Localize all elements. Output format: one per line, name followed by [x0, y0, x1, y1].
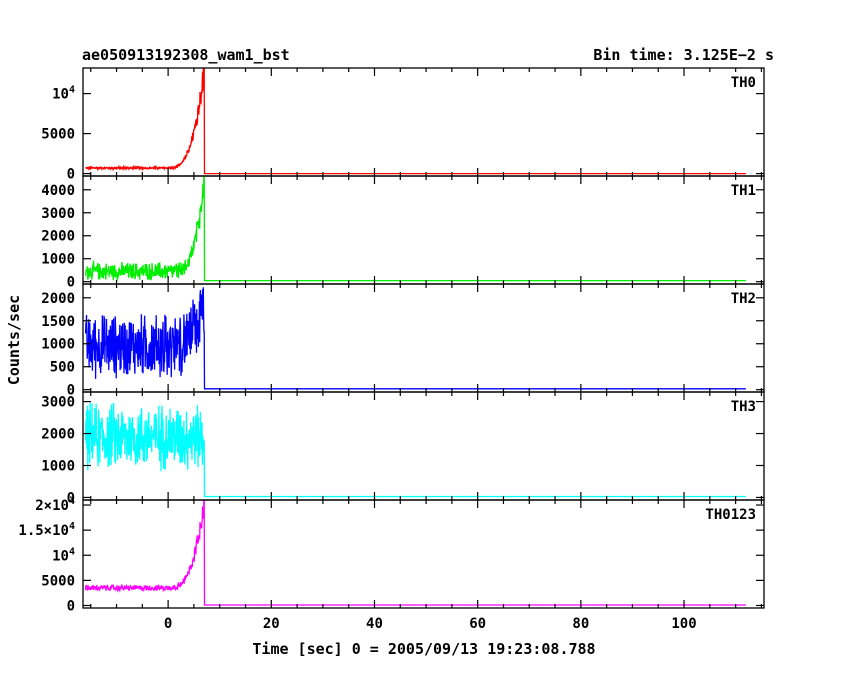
y-tick-label-th1: 2000 [41, 229, 75, 245]
y-axis-label: Counts/sec [5, 295, 23, 385]
y-tick-label-th2: 1500 [41, 314, 75, 330]
y-tick-label-th3: 3000 [41, 395, 75, 411]
x-tick-label: 20 [263, 616, 280, 632]
x-tick-label: 60 [469, 616, 486, 632]
y-tick-label-th0123: 0 [67, 598, 75, 614]
y-tick-label-th2: 500 [50, 360, 75, 376]
y-tick-label-th2: 2000 [41, 291, 75, 307]
y-tick-label-th0: 5000 [41, 127, 75, 143]
y-tick-label-th1: 3000 [41, 206, 75, 222]
y-tick-label-th0123: 5000 [41, 573, 75, 589]
panel-label-th0123: TH0123 [705, 507, 756, 523]
panel-frame-th0123 [82, 499, 765, 609]
x-tick-label: 40 [366, 616, 383, 632]
chart-title: ae050913192308_wam1_bst [82, 46, 290, 64]
y-tick-label-th1: 1000 [41, 252, 75, 268]
series-line-th1 [84, 176, 746, 282]
panel-label-th2: TH2 [731, 291, 756, 307]
y-tick-label-th0123: 1.5×104 [18, 521, 75, 539]
series-line-th0 [85, 68, 746, 175]
chart-subtitle: Bin time: 3.125E−2 s [593, 46, 774, 64]
series-line-th0123 [84, 500, 746, 606]
x-axis-label: Time [sec] 0 = 2005/09/13 19:23:08.788 [252, 640, 595, 658]
y-tick-label-th2: 0 [67, 383, 75, 399]
series-line-th3 [84, 402, 746, 498]
y-tick-label-th0123: 104 [52, 546, 75, 564]
y-tick-label-th2: 1000 [41, 337, 75, 353]
panel-label-th3: TH3 [731, 399, 756, 415]
y-tick-label-th0123: 2×104 [35, 496, 75, 514]
y-tick-label-th1: 4000 [41, 183, 75, 199]
panel-label-th0: TH0 [731, 75, 756, 91]
x-tick-label: 100 [671, 616, 696, 632]
x-tick-label: 0 [164, 616, 172, 632]
y-tick-label-th0: 104 [52, 85, 75, 103]
y-tick-label-th0: 0 [67, 167, 75, 183]
y-tick-label-th3: 2000 [41, 427, 75, 443]
panel-label-th1: TH1 [731, 183, 756, 199]
panel-frame-th0 [82, 67, 765, 177]
y-tick-label-th1: 0 [67, 275, 75, 291]
y-tick-label-th3: 0 [67, 490, 75, 506]
y-tick-label-th3: 1000 [41, 458, 75, 474]
x-tick-label: 80 [572, 616, 589, 632]
series-line-th2 [84, 287, 746, 390]
